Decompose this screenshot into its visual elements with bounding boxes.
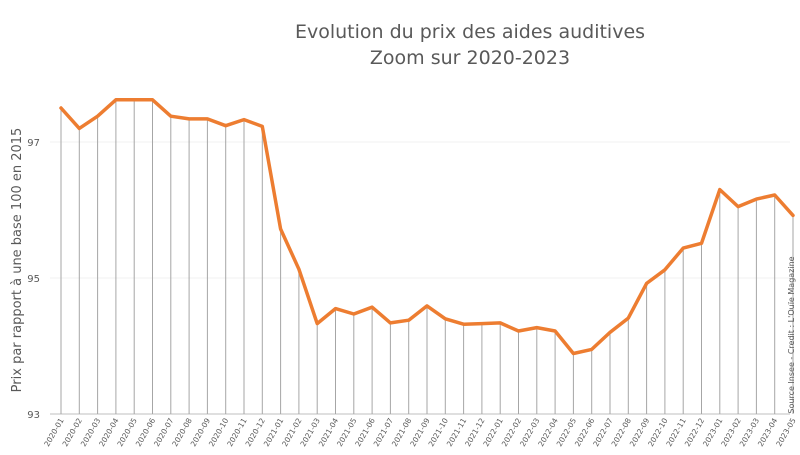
y-tick-label: 93 bbox=[27, 410, 40, 421]
x-axis-ticks: 2020-012020-022020-032020-042020-052020-… bbox=[42, 416, 798, 448]
source-note: Source Insee - Credit : L'Ouïe Magazine bbox=[787, 256, 796, 413]
chart-subtitle: Zoom sur 2020-2023 bbox=[370, 47, 570, 69]
chart-title: Evolution du prix des aides auditives bbox=[295, 21, 645, 43]
drop-lines bbox=[60, 99, 794, 414]
y-tick-label: 97 bbox=[27, 138, 40, 149]
price-index-line bbox=[59, 98, 795, 356]
y-tick-label: 95 bbox=[27, 274, 40, 285]
y-axis-label: Prix par rapport à une base 100 en 2015 bbox=[10, 128, 25, 393]
gridlines bbox=[50, 141, 790, 415]
y-axis-ticks: 93 95 97 bbox=[27, 138, 40, 421]
